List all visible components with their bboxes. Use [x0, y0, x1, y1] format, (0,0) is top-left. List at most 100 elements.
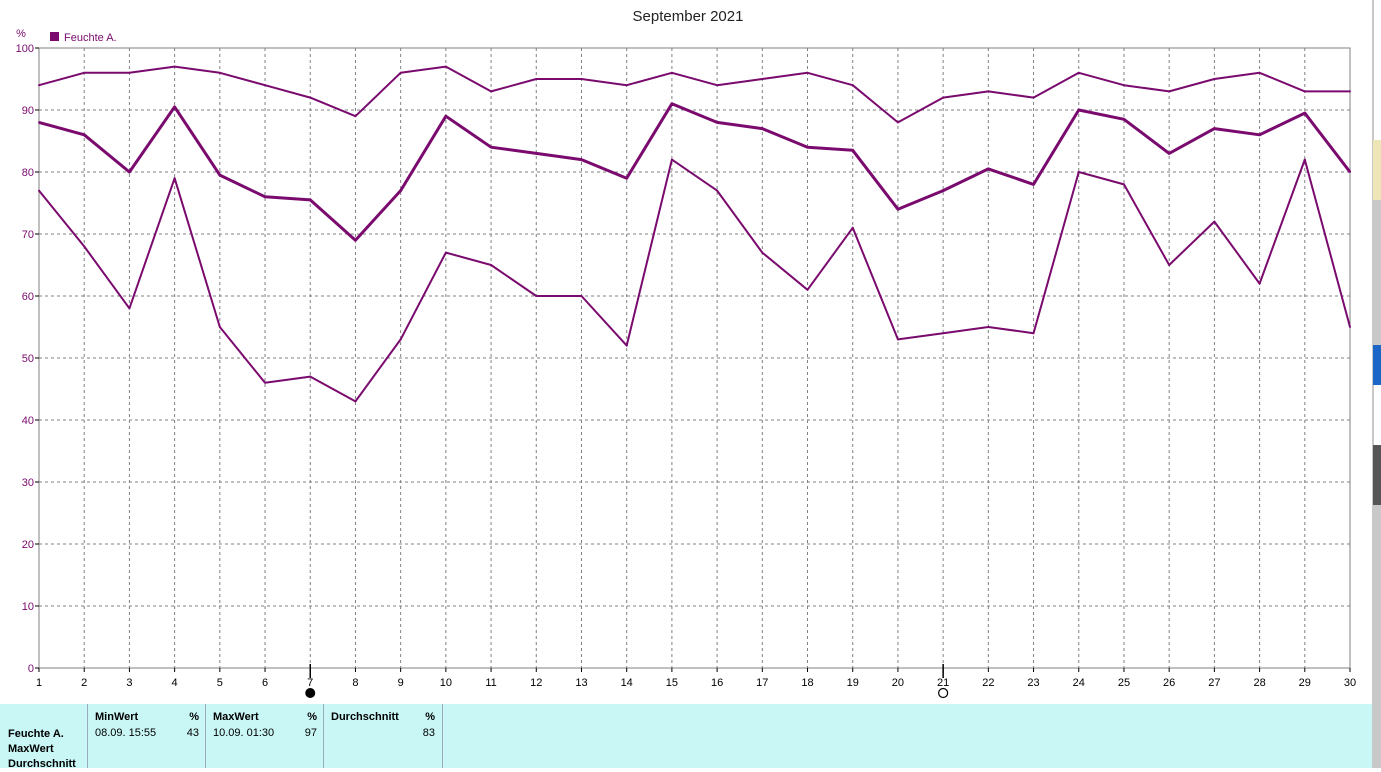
data-point	[1258, 133, 1261, 136]
grid	[39, 48, 1350, 668]
x-tick-label: 7	[307, 677, 313, 689]
average-header: Durchschnitt	[331, 711, 399, 723]
data-point	[625, 84, 628, 87]
data-point	[354, 115, 357, 118]
data-point	[1213, 127, 1216, 130]
y-tick-label: 100	[16, 43, 34, 55]
data-point	[1168, 264, 1171, 266]
x-tick-label: 12	[530, 677, 542, 689]
y-tick-label: 50	[22, 353, 34, 365]
series-line	[38, 65, 1350, 124]
legend-swatch	[50, 32, 59, 41]
min-value: 43	[186, 727, 199, 739]
max-unit: %	[307, 711, 317, 723]
background-window-edge	[1372, 0, 1381, 768]
data-point	[1032, 96, 1035, 99]
data-point	[535, 295, 538, 297]
data-point	[716, 84, 719, 87]
y-tick-label: 80	[22, 167, 34, 179]
x-tick-label: 16	[711, 677, 723, 689]
x-tick-label: 10	[440, 677, 452, 689]
data-point	[444, 115, 447, 118]
stats-row-label: MaxWert	[8, 743, 54, 755]
x-tick-label: 5	[217, 677, 223, 689]
x-tick-label: 18	[801, 677, 813, 689]
data-point	[1258, 71, 1261, 74]
data-point	[354, 400, 357, 403]
data-point	[942, 189, 945, 192]
series-line	[38, 158, 1351, 403]
data-point	[1168, 152, 1171, 155]
x-tick-label: 2	[81, 677, 87, 689]
min-value-column: MinWert % 08.09. 15:55 43	[87, 704, 206, 768]
y-tick-label: 10	[22, 601, 34, 613]
x-tick-label: 14	[621, 677, 633, 689]
data-point	[264, 381, 267, 384]
data-point	[173, 177, 176, 180]
x-tick-label: 27	[1208, 677, 1220, 689]
data-point	[218, 326, 221, 328]
y-tick-label: 20	[22, 539, 34, 551]
data-point	[987, 326, 990, 328]
x-tick-label: 11	[485, 677, 496, 689]
data-point	[716, 121, 719, 124]
new-moon-icon	[305, 688, 316, 698]
data-point	[38, 189, 40, 192]
max-value: 97	[304, 727, 317, 739]
data-point	[83, 71, 86, 74]
data-point	[83, 133, 86, 136]
data-point	[399, 338, 402, 341]
data-point	[1032, 183, 1035, 186]
x-tick-label: 1	[36, 677, 42, 689]
x-tick-label: 17	[756, 677, 768, 689]
min-header: MinWert	[95, 711, 139, 723]
data-point	[851, 226, 854, 229]
x-tick-label: 23	[1027, 677, 1039, 689]
x-tick-label: 15	[666, 677, 678, 689]
humidity-chart: September 2021 % Feuchte A. 0 10 20 30 40 50 6…	[0, 0, 1372, 704]
chart-background	[0, 0, 1372, 704]
data-point	[580, 158, 583, 161]
data-point	[625, 177, 628, 180]
data-point	[218, 71, 221, 74]
x-tick-label: 4	[172, 677, 178, 689]
data-point	[38, 84, 40, 87]
data-point	[1258, 282, 1261, 285]
data-point	[896, 121, 899, 124]
y-axis-unit: %	[16, 28, 26, 40]
data-point	[1349, 90, 1351, 93]
stats-row-label: Durchschnitt	[8, 758, 76, 770]
background-window-panel	[1373, 345, 1381, 385]
min-time: 08.09. 15:55	[95, 727, 157, 739]
background-window-panel	[1373, 445, 1381, 505]
background-window-panel	[1374, 385, 1381, 445]
max-header: MaxWert	[213, 711, 259, 723]
data-point	[444, 65, 447, 68]
data-point	[1077, 171, 1080, 173]
data-point	[264, 84, 267, 87]
data-point	[38, 121, 40, 124]
average-value: 83	[422, 727, 435, 739]
x-tick-label: 22	[982, 677, 994, 689]
data-point	[173, 105, 176, 108]
data-point	[670, 158, 673, 161]
data-point	[1349, 326, 1351, 328]
data-point	[896, 338, 899, 341]
data-point	[490, 90, 493, 93]
average-unit: %	[425, 711, 435, 723]
data-point	[987, 167, 990, 170]
x-tick-label: 6	[262, 677, 268, 689]
data-point	[1122, 183, 1125, 186]
data-point	[1032, 332, 1035, 335]
series-lines	[38, 65, 1352, 403]
full-moon-icon	[938, 687, 949, 699]
moon-phase-markers	[305, 664, 949, 699]
data-point	[761, 78, 764, 80]
y-tick-label: 40	[22, 415, 34, 427]
data-point	[535, 152, 538, 155]
x-tick-label: 30	[1344, 677, 1356, 689]
data-point	[444, 251, 447, 254]
data-point	[987, 90, 990, 93]
data-point	[851, 84, 854, 87]
